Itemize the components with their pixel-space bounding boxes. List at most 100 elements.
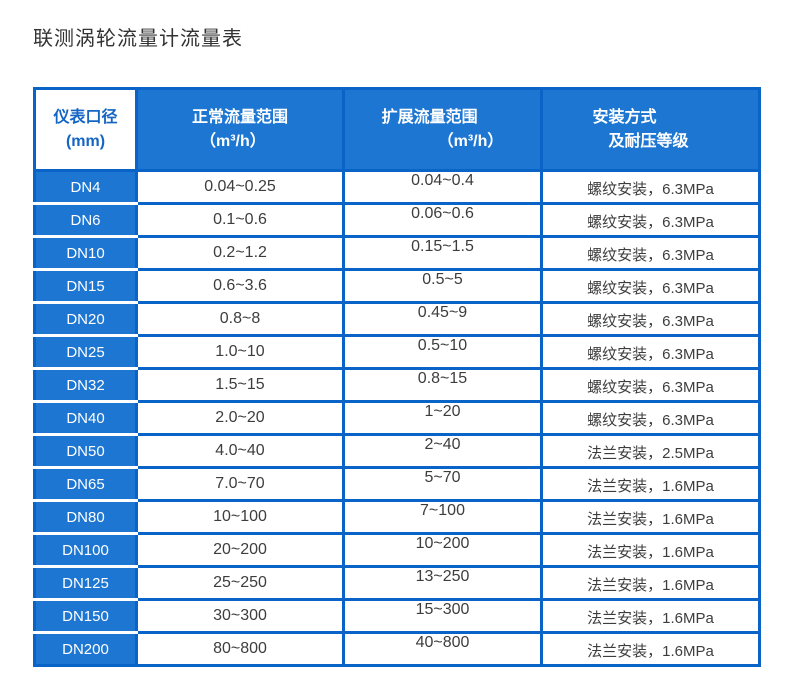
row-label-diameter: DN40 xyxy=(33,400,138,436)
cell-installation-text: 螺纹安装，6.3MPa xyxy=(587,312,714,330)
header-extended-range-unit: （m³/h） xyxy=(437,132,504,150)
cell-installation: 螺纹安装，6.3MPa xyxy=(540,367,761,403)
cell-extended-range: 0.15~1.5 xyxy=(342,235,543,271)
table-row: DN4 0.04~0.25 0.04~0.4 螺纹安装，6.3MPa xyxy=(33,169,761,205)
row-label-diameter: DN80 xyxy=(33,499,138,535)
cell-installation-text: 螺纹安装，6.3MPa xyxy=(587,378,714,396)
table-row: DN10 0.2~1.2 0.15~1.5 螺纹安装，6.3MPa xyxy=(33,235,761,271)
header-extended-range-title: 扩展流量范围 xyxy=(381,108,478,126)
cell-normal-range: 10~100 xyxy=(135,499,345,535)
cell-installation-text: 螺纹安装，6.3MPa xyxy=(587,246,714,264)
cell-extended-range: 0.06~0.6 xyxy=(342,202,543,238)
cell-normal-range: 2.0~20 xyxy=(135,400,345,436)
row-label-diameter: DN4 xyxy=(33,169,138,205)
cell-normal-range-text: 20~200 xyxy=(213,541,267,558)
cell-extended-range: 15~300 xyxy=(342,598,543,634)
cell-extended-range-text: 0.5~10 xyxy=(417,337,468,354)
cell-installation: 螺纹安装，6.3MPa xyxy=(540,400,761,436)
cell-installation-text: 螺纹安装，6.3MPa xyxy=(587,213,714,231)
row-label-diameter: DN10 xyxy=(33,235,138,271)
cell-normal-range: 0.1~0.6 xyxy=(135,202,345,238)
cell-normal-range-text: 0.8~8 xyxy=(219,310,261,327)
cell-extended-range-text: 10~200 xyxy=(415,535,470,552)
row-label-diameter: DN20 xyxy=(33,301,138,337)
cell-installation-text: 法兰安装，1.6MPa xyxy=(587,576,714,594)
cell-installation: 螺纹安装，6.3MPa xyxy=(540,169,761,205)
row-label-diameter-text: DN10 xyxy=(66,244,105,262)
table-body: DN4 0.04~0.25 0.04~0.4 螺纹安装，6.3MPa DN6 0.1~0.… xyxy=(33,169,761,667)
cell-normal-range-text: 0.1~0.6 xyxy=(213,211,267,228)
cell-installation: 法兰安装，1.6MPa xyxy=(540,532,761,568)
cell-normal-range: 25~250 xyxy=(135,565,345,601)
cell-installation: 螺纹安装，6.3MPa xyxy=(540,235,761,271)
cell-installation: 法兰安装，1.6MPa xyxy=(540,466,761,502)
table-row: DN125 25~250 13~250 法兰安装，1.6MPa xyxy=(33,565,761,601)
cell-extended-range: 10~200 xyxy=(342,532,543,568)
row-label-diameter-text: DN100 xyxy=(62,541,109,559)
header-diameter-unit: (mm) xyxy=(65,132,106,150)
cell-normal-range-text: 1.5~15 xyxy=(215,376,265,393)
cell-extended-range: 0.5~5 xyxy=(342,268,543,304)
table-row: DN100 20~200 10~200 法兰安装，1.6MPa xyxy=(33,532,761,568)
row-label-diameter: DN100 xyxy=(33,532,138,568)
cell-extended-range: 40~800 xyxy=(342,631,543,667)
cell-normal-range-text: 7.0~70 xyxy=(215,475,265,492)
cell-normal-range-text: 10~100 xyxy=(213,508,267,525)
cell-installation-text: 螺纹安装，6.3MPa xyxy=(587,279,714,297)
table-row: DN15 0.6~3.6 0.5~5 螺纹安装，6.3MPa xyxy=(33,268,761,304)
row-label-diameter-text: DN150 xyxy=(62,607,109,625)
cell-installation: 法兰安装，1.6MPa xyxy=(540,631,761,667)
table-row: DN65 7.0~70 5~70 法兰安装，1.6MPa xyxy=(33,466,761,502)
row-label-diameter: DN65 xyxy=(33,466,138,502)
cell-normal-range: 1.0~10 xyxy=(135,334,345,370)
cell-installation: 法兰安装，1.6MPa xyxy=(540,499,761,535)
table-row: DN20 0.8~8 0.45~9 螺纹安装，6.3MPa xyxy=(33,301,761,337)
cell-installation-text: 螺纹安装，6.3MPa xyxy=(587,180,714,198)
header-diameter-title: 仪表口径 xyxy=(53,108,118,126)
row-label-diameter-text: DN200 xyxy=(62,640,109,658)
cell-extended-range-text: 0.06~0.6 xyxy=(411,205,474,222)
cell-extended-range: 0.04~0.4 xyxy=(342,169,543,205)
header-normal-range-title: 正常流量范围 xyxy=(191,108,288,126)
cell-normal-range-text: 4.0~40 xyxy=(215,442,265,459)
row-label-diameter-text: DN50 xyxy=(66,442,105,460)
cell-extended-range: 13~250 xyxy=(342,565,543,601)
cell-installation-text: 螺纹安装，6.3MPa xyxy=(587,411,714,429)
row-label-diameter-text: DN6 xyxy=(70,211,101,229)
cell-extended-range-text: 40~800 xyxy=(415,634,470,651)
row-label-diameter: DN150 xyxy=(33,598,138,634)
cell-extended-range-text: 0.5~5 xyxy=(422,271,463,288)
table-row: DN6 0.1~0.6 0.06~0.6 螺纹安装，6.3MPa xyxy=(33,202,761,238)
cell-normal-range-text: 0.6~3.6 xyxy=(213,277,267,294)
cell-extended-range-text: 2~40 xyxy=(424,436,461,453)
table-row: DN40 2.0~20 1~20 螺纹安装，6.3MPa xyxy=(33,400,761,436)
cell-normal-range-text: 1.0~10 xyxy=(215,343,265,360)
row-label-diameter-text: DN4 xyxy=(70,178,101,196)
cell-installation: 螺纹安装，6.3MPa xyxy=(540,202,761,238)
page-title: 联测涡轮流量计流量表 xyxy=(33,28,243,50)
cell-extended-range-text: 7~100 xyxy=(420,502,465,519)
row-label-diameter: DN50 xyxy=(33,433,138,469)
cell-normal-range-text: 0.2~1.2 xyxy=(213,244,267,261)
cell-installation: 法兰安装，1.6MPa xyxy=(540,565,761,601)
cell-normal-range: 0.8~8 xyxy=(135,301,345,337)
cell-installation: 螺纹安装，6.3MPa xyxy=(540,301,761,337)
cell-installation: 螺纹安装，6.3MPa xyxy=(540,268,761,304)
cell-normal-range: 4.0~40 xyxy=(135,433,345,469)
header-installation-subtitle: 及耐压等级 xyxy=(608,132,689,150)
cell-installation: 法兰安装，2.5MPa xyxy=(540,433,761,469)
header-normal-range: 正常流量范围 （m³/h） xyxy=(135,87,345,172)
header-installation: 安装方式 及耐压等级 xyxy=(540,87,761,172)
row-label-diameter: DN25 xyxy=(33,334,138,370)
cell-extended-range-text: 13~250 xyxy=(415,568,470,585)
cell-normal-range-text: 25~250 xyxy=(213,574,267,591)
cell-normal-range: 80~800 xyxy=(135,631,345,667)
cell-installation: 法兰安装，1.6MPa xyxy=(540,598,761,634)
cell-normal-range: 0.2~1.2 xyxy=(135,235,345,271)
cell-installation-text: 法兰安装，1.6MPa xyxy=(587,543,714,561)
cell-extended-range-text: 1~20 xyxy=(424,403,461,420)
cell-extended-range: 5~70 xyxy=(342,466,543,502)
header-normal-range-unit: （m³/h） xyxy=(199,132,266,150)
cell-normal-range-text: 2.0~20 xyxy=(215,409,265,426)
header-row: 仪表口径 (mm) 正常流量范围 （m³/h） 扩展流量范围 （m³/h） xyxy=(33,87,761,172)
